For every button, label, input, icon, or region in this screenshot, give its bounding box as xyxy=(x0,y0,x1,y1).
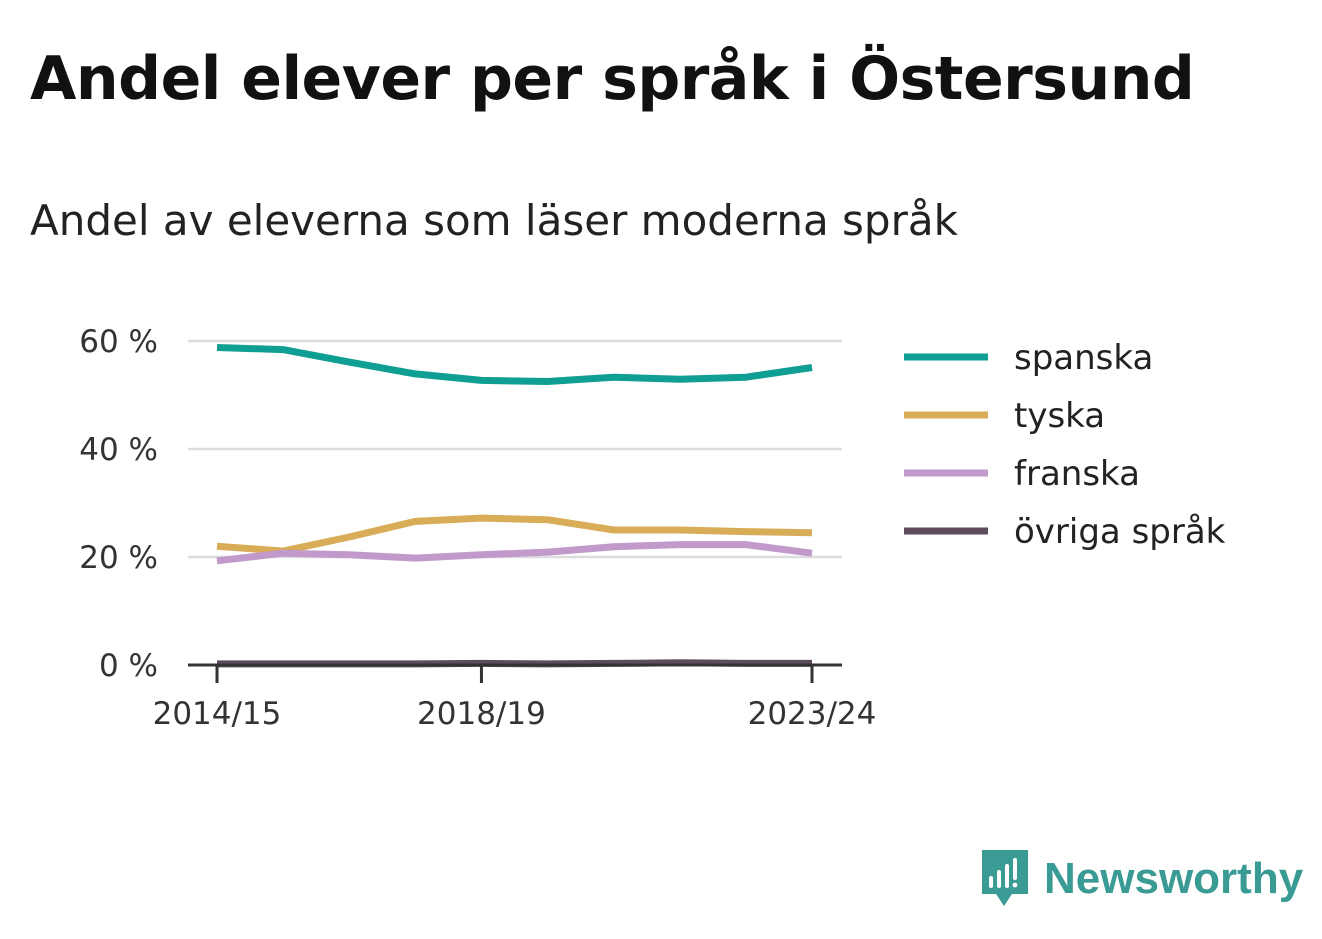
chart-title: Andel elever per språk i Östersund xyxy=(30,44,1195,114)
x-axis: 2014/15 2018/19 2023/24 xyxy=(153,663,877,732)
x-tick-label: 2023/24 xyxy=(748,696,877,732)
x-tick-label: 2018/19 xyxy=(417,696,546,732)
legend-label: övriga språk xyxy=(1014,512,1226,552)
y-tick-label: 20 % xyxy=(79,540,158,576)
series-lines xyxy=(216,344,813,668)
series-line-tyska xyxy=(216,514,813,555)
series-line-franska xyxy=(216,541,813,565)
y-axis-ticks: 0 % 20 % 40 % 60 % xyxy=(79,324,158,684)
y-tick-label: 40 % xyxy=(79,432,158,468)
y-tick-label: 60 % xyxy=(79,324,158,360)
legend-label: tyska xyxy=(1014,396,1105,436)
newsworthy-chart-icon xyxy=(982,850,1028,906)
brand-name: Newsworthy xyxy=(1044,854,1304,903)
newsworthy-logo: Newsworthy xyxy=(980,848,1303,910)
series-line-spanska xyxy=(216,344,813,385)
legend: spanska tyska franska övriga språk xyxy=(904,338,1226,552)
legend-label: franska xyxy=(1014,454,1140,494)
gridlines xyxy=(188,339,842,559)
chart-subtitle: Andel av eleverna som läser moderna språ… xyxy=(30,196,958,245)
y-tick-label: 0 % xyxy=(99,648,158,684)
x-tick-label: 2014/15 xyxy=(153,696,282,732)
legend-label: spanska xyxy=(1014,338,1153,378)
